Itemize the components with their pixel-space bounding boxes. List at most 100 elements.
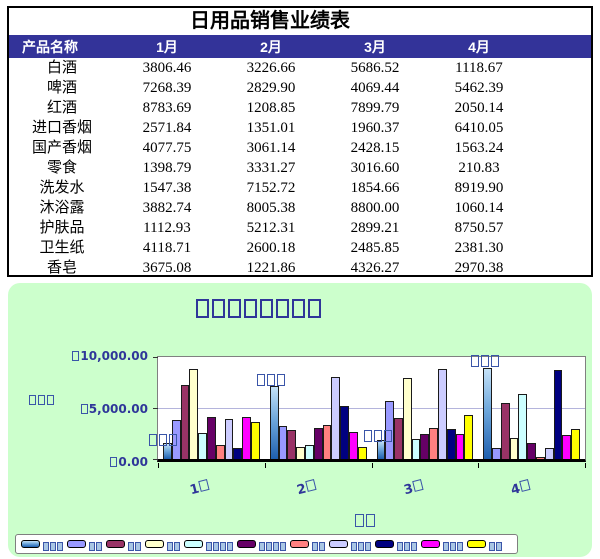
cell-product-name[interactable]: 白酒 <box>46 60 77 76</box>
legend-entry-红酒[interactable] <box>145 535 180 553</box>
cell-product-name[interactable]: 香皂 <box>46 260 77 276</box>
cell-product-name[interactable]: 红酒 <box>46 100 77 116</box>
cell-month-value[interactable]: 210.83 <box>458 160 500 176</box>
cell-month-value[interactable]: 7268.39 <box>142 80 192 96</box>
bar-国产香烟[interactable] <box>527 443 537 459</box>
cell-month-value[interactable]: 7899.79 <box>350 100 400 116</box>
header-month-3[interactable]: 3月 <box>364 38 386 55</box>
cell-month-value[interactable]: 2381.30 <box>454 240 504 256</box>
bar-红酒[interactable] <box>509 438 519 459</box>
bar-沐浴露[interactable] <box>331 377 341 459</box>
bar-红酒[interactable] <box>189 369 199 459</box>
chart-title[interactable] <box>8 299 508 321</box>
cell-month-value[interactable]: 5462.39 <box>454 80 504 96</box>
cell-month-value[interactable]: 5212.31 <box>246 220 296 236</box>
bar-护肤品[interactable] <box>553 369 563 459</box>
cell-product-name[interactable]: 零食 <box>46 160 77 176</box>
cell-month-value[interactable]: 1960.37 <box>350 120 400 136</box>
legend-entry-啤酒[interactable] <box>106 535 141 553</box>
bar-零食[interactable] <box>322 425 332 459</box>
bar-啤酒[interactable] <box>394 417 403 459</box>
cell-month-value[interactable]: 2899.21 <box>350 220 400 236</box>
bar-香皂[interactable] <box>464 414 474 459</box>
bar-香皂[interactable] <box>250 421 260 459</box>
bar-进口香烟[interactable] <box>518 393 528 459</box>
bar-洗发水[interactable] <box>269 386 279 459</box>
cell-month-value[interactable]: 1854.66 <box>350 180 400 196</box>
bar-护肤品[interactable] <box>233 447 243 459</box>
cell-product-name[interactable]: 护肤品 <box>39 220 85 236</box>
legend-entry-国产香烟[interactable] <box>237 535 286 553</box>
cell-product-name[interactable]: 洗发水 <box>39 180 85 196</box>
cell-month-value[interactable]: 1112.93 <box>143 220 191 236</box>
cell-month-value[interactable]: 2571.84 <box>142 120 192 136</box>
bar-零食[interactable] <box>536 456 545 459</box>
cell-month-value[interactable]: 8800.00 <box>350 200 400 216</box>
cell-month-value[interactable]: 2970.38 <box>454 260 504 276</box>
header-product-name[interactable]: 产品名称 <box>22 38 78 55</box>
cell-month-value[interactable]: 4326.27 <box>350 260 400 276</box>
cell-month-value[interactable]: 1208.85 <box>246 100 296 116</box>
bar-零食[interactable] <box>429 428 439 459</box>
bar-洗发水[interactable] <box>376 440 386 459</box>
legend-entry-沐浴露[interactable] <box>329 535 371 553</box>
legend-entry-白酒[interactable] <box>67 535 102 553</box>
cell-month-value[interactable]: 2428.15 <box>350 140 400 156</box>
bar-香皂[interactable] <box>571 428 581 459</box>
cell-month-value[interactable]: 1060.14 <box>454 200 504 216</box>
cell-product-name[interactable]: 国产香烟 <box>31 140 92 156</box>
cell-month-value[interactable]: 6410.05 <box>454 120 504 136</box>
bar-护肤品[interactable] <box>340 405 349 459</box>
bar-白酒[interactable] <box>278 426 288 459</box>
cell-month-value[interactable]: 4069.44 <box>350 80 400 96</box>
cell-month-value[interactable]: 3675.08 <box>142 260 192 276</box>
bar-进口香烟[interactable] <box>411 439 421 459</box>
cell-month-value[interactable]: 8783.69 <box>142 100 192 116</box>
cell-month-value[interactable]: 3882.74 <box>142 200 192 216</box>
legend-entry-香皂[interactable] <box>467 535 502 553</box>
bar-进口香烟[interactable] <box>304 445 314 459</box>
cell-product-name[interactable]: 沐浴露 <box>39 200 85 216</box>
header-month-4[interactable]: 4月 <box>468 38 490 55</box>
cell-month-value[interactable]: 2600.18 <box>246 240 296 256</box>
bar-香皂[interactable] <box>357 446 367 459</box>
bar-洗发水[interactable] <box>483 368 493 459</box>
cell-month-value[interactable]: 8750.57 <box>454 220 504 236</box>
cell-month-value[interactable]: 4118.71 <box>142 240 192 256</box>
cell-month-value[interactable]: 3226.66 <box>246 60 296 76</box>
bar-白酒[interactable] <box>492 447 501 459</box>
cell-month-value[interactable]: 1398.79 <box>142 160 192 176</box>
bar-国产香烟[interactable] <box>313 427 323 459</box>
cell-month-value[interactable]: 2050.14 <box>454 100 504 116</box>
bar-零食[interactable] <box>215 444 225 459</box>
bar-红酒[interactable] <box>402 378 412 459</box>
cell-month-value[interactable]: 4077.75 <box>142 140 192 156</box>
bar-啤酒[interactable] <box>180 384 190 459</box>
bar-白酒[interactable] <box>171 420 181 459</box>
bar-国产香烟[interactable] <box>420 434 430 459</box>
cell-product-name[interactable]: 啤酒 <box>46 80 77 96</box>
cell-month-value[interactable]: 3016.60 <box>350 160 400 176</box>
cell-month-value[interactable]: 1563.24 <box>454 140 504 156</box>
bar-进口香烟[interactable] <box>198 432 207 459</box>
bar-白酒[interactable] <box>385 401 395 459</box>
bar-卫生纸[interactable] <box>455 433 465 459</box>
cell-product-name[interactable]: 进口香烟 <box>31 120 92 136</box>
y-axis-title[interactable] <box>28 389 55 408</box>
bar-沐浴露[interactable] <box>438 369 447 459</box>
header-month-2[interactable]: 2月 <box>260 38 282 55</box>
cell-month-value[interactable]: 3806.46 <box>142 60 192 76</box>
header-month-1[interactable]: 1月 <box>156 38 178 55</box>
cell-month-value[interactable]: 2485.85 <box>350 240 400 256</box>
bar-护肤品[interactable] <box>446 429 456 459</box>
legend-entry-零食[interactable] <box>290 535 325 553</box>
bar-国产香烟[interactable] <box>206 417 216 459</box>
cell-product-name[interactable]: 卫生纸 <box>39 240 85 256</box>
bar-啤酒[interactable] <box>500 403 510 459</box>
cell-month-value[interactable]: 8005.38 <box>246 200 296 216</box>
x-axis-title[interactable] <box>354 511 376 530</box>
bar-卫生纸[interactable] <box>562 434 572 459</box>
bar-卫生纸[interactable] <box>348 432 358 459</box>
cell-month-value[interactable]: 2829.90 <box>246 80 296 96</box>
cell-month-value[interactable]: 1351.01 <box>246 120 296 136</box>
